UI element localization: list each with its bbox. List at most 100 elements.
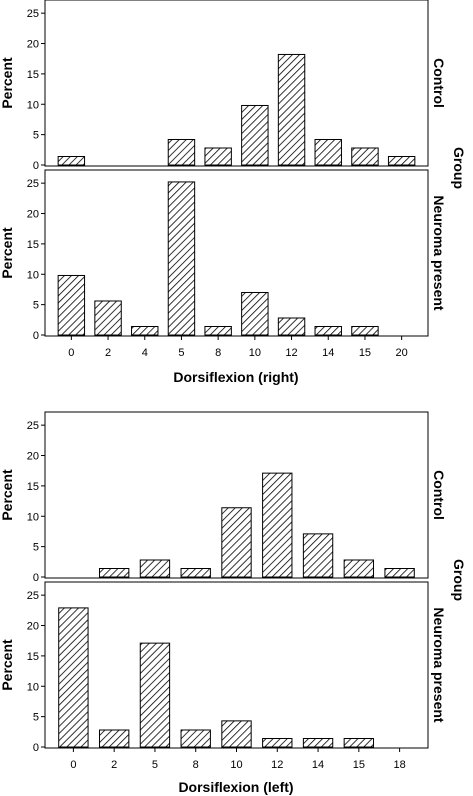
bar-8 (204, 147, 232, 166)
bar-10 (241, 104, 269, 166)
facet-label-control: Control (431, 470, 447, 520)
bar-14 (314, 138, 342, 166)
y-tick-label: 0 (33, 330, 39, 342)
panel-right-control: 0 5 10 15 20 25 Percent Control (0, 0, 447, 172)
bar-18 (384, 567, 415, 578)
bar-5 (139, 559, 171, 578)
bar-14 (302, 533, 334, 578)
x-tick-label: 2 (105, 347, 111, 359)
x-tick-label: 18 (393, 759, 405, 771)
bar-14 (302, 737, 334, 748)
x-tick-label: 0 (70, 759, 76, 771)
bar-0 (57, 155, 86, 166)
y-tick-label: 20 (27, 209, 39, 221)
bars-right-neuroma (57, 181, 379, 336)
panel-left-control: 0 5 10 15 20 25 Percent Control (0, 411, 447, 584)
bar-10 (241, 291, 269, 336)
bar-12 (262, 737, 293, 748)
bar-12 (277, 53, 306, 166)
bar-15 (343, 737, 375, 748)
panel-right-neuroma: 0 5 10 15 20 25 Percent Neuroma present (0, 169, 447, 342)
bar-5 (167, 138, 196, 166)
panel-frame (44, 169, 429, 337)
x-ticks-left: 0 2 5 8 10 12 14 15 18 (70, 748, 406, 771)
x-tick-label: 5 (152, 759, 158, 771)
y-tick-label: 15 (27, 481, 39, 493)
x-tick-label: 8 (193, 759, 199, 771)
y-axis-label: Percent (0, 57, 15, 109)
x-tick-label: 14 (322, 347, 334, 359)
bars-right-control (57, 53, 416, 166)
bar-10 (221, 507, 252, 578)
bar-15 (351, 325, 379, 336)
y-axis-left-neuroma: 0 5 10 15 20 25 (27, 590, 45, 754)
facet-label-neuroma: Neuroma present (431, 195, 447, 310)
bar-0 (58, 607, 89, 748)
y-tick-label: 25 (27, 590, 39, 602)
y-tick-label: 25 (27, 178, 39, 190)
y-axis-label: Percent (0, 469, 15, 521)
bar-20 (387, 155, 416, 166)
x-axis-label: Dorsiflexion (right) (173, 369, 298, 385)
bar-0 (57, 274, 86, 336)
group-label: Group (451, 559, 467, 601)
facet-label-control: Control (431, 58, 447, 108)
y-tick-label: 0 (33, 742, 39, 754)
y-tick-label: 0 (33, 160, 39, 172)
bar-10 (221, 720, 252, 748)
bar-2 (94, 300, 122, 336)
y-tick-label: 10 (27, 511, 39, 523)
y-tick-label: 10 (27, 99, 39, 111)
y-tick-label: 5 (33, 130, 39, 142)
bar-15 (351, 147, 379, 166)
y-tick-label: 25 (27, 420, 39, 432)
x-tick-label: 8 (215, 347, 221, 359)
panel-frame (44, 411, 429, 579)
x-tick-label: 15 (359, 347, 371, 359)
y-tick-label: 5 (33, 300, 39, 312)
bars-left-control (98, 472, 415, 578)
y-tick-label: 15 (27, 651, 39, 663)
y-tick-label: 20 (27, 621, 39, 633)
x-tick-label: 5 (178, 347, 184, 359)
y-tick-label: 20 (27, 451, 39, 463)
x-axis-label: Dorsiflexion (left) (178, 779, 293, 795)
y-tick-label: 25 (27, 8, 39, 20)
x-tick-label: 15 (353, 759, 365, 771)
x-tick-label: 12 (271, 759, 283, 771)
y-tick-label: 20 (27, 39, 39, 51)
bar-8 (204, 325, 232, 336)
x-tick-label: 10 (249, 347, 261, 359)
panel-frame (44, 0, 429, 167)
x-ticks-right: 0 2 4 5 8 10 12 14 15 20 (68, 336, 408, 359)
group-label: Group (451, 147, 467, 189)
y-axis-label: Percent (0, 639, 15, 691)
bar-5 (139, 642, 171, 748)
x-tick-label: 2 (111, 759, 117, 771)
bars-left-neuroma (58, 607, 375, 748)
bar-2 (98, 729, 130, 748)
bar-4 (131, 325, 159, 336)
y-tick-label: 10 (27, 269, 39, 281)
x-tick-label: 10 (230, 759, 242, 771)
bar-5 (167, 181, 196, 336)
bar-12 (277, 317, 306, 336)
bar-12 (262, 472, 293, 578)
y-axis-right-neuroma: 0 5 10 15 20 25 (27, 178, 45, 342)
panel-left-neuroma: 0 5 10 15 20 25 Percent Neuroma present (0, 581, 447, 754)
y-tick-label: 5 (33, 712, 39, 724)
bar-2 (98, 567, 130, 578)
bar-8 (180, 567, 211, 578)
facet-label-neuroma: Neuroma present (431, 607, 447, 722)
bar-8 (180, 729, 211, 748)
chart-left: 0 5 10 15 20 25 Percent Control 0 5 10 15 20 25 Pe… (0, 411, 467, 795)
bar-14 (314, 325, 342, 336)
y-axis-label: Percent (0, 227, 15, 279)
x-tick-label: 4 (142, 347, 148, 359)
y-tick-label: 15 (27, 69, 39, 81)
y-tick-label: 15 (27, 239, 39, 251)
x-tick-label: 14 (312, 759, 324, 771)
bar-15 (343, 559, 375, 578)
